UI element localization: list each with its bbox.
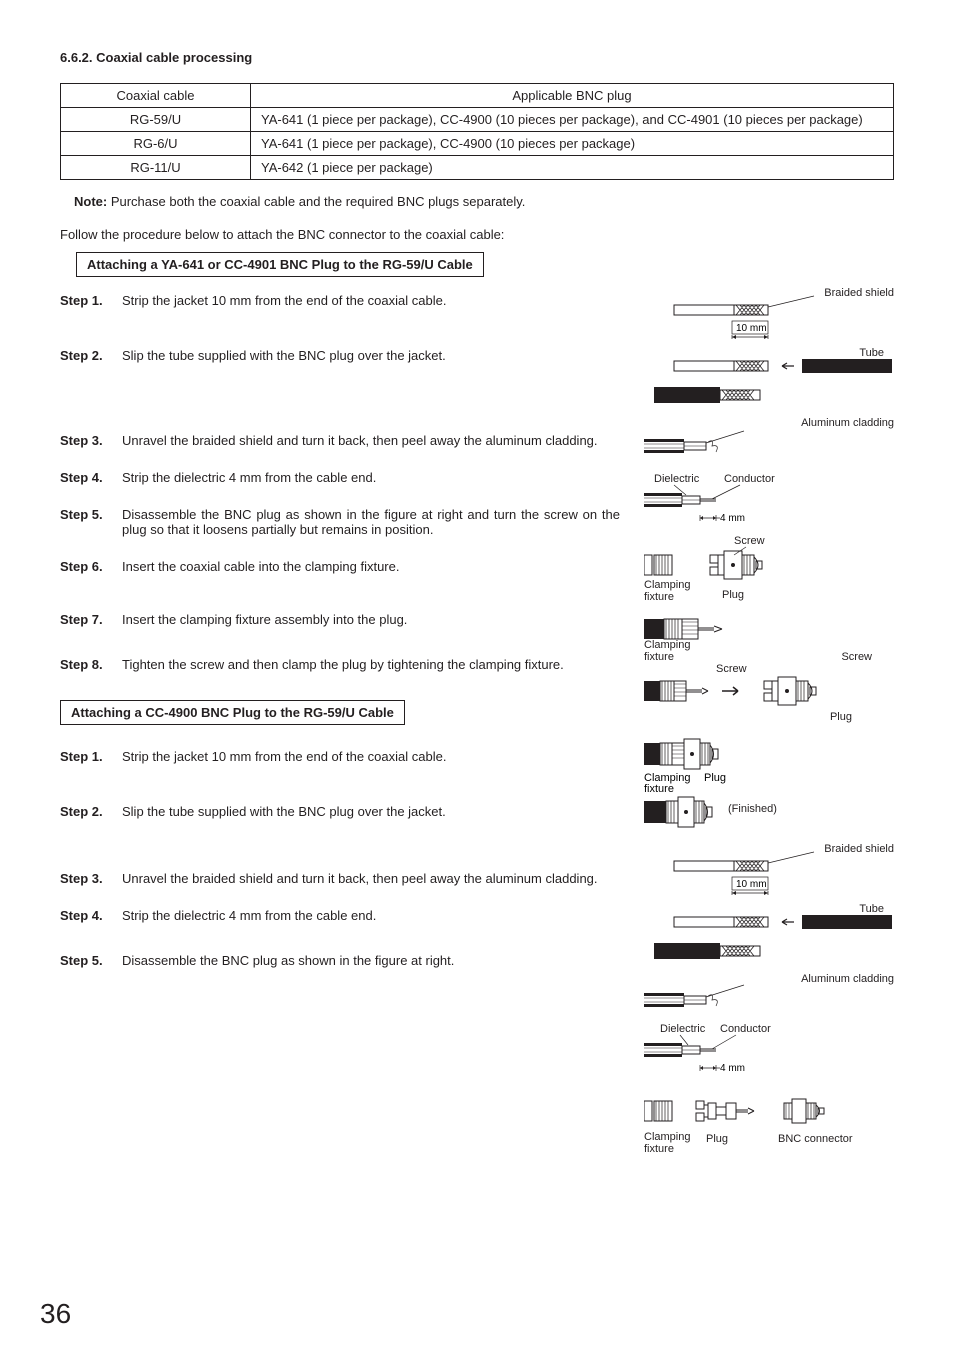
figure-step4: Dielectric Conductor 4 mm [644,477,894,533]
follow-text: Follow the procedure below to attach the… [60,227,894,242]
table-header: Coaxial cable [61,84,251,108]
table-row: RG-59/U YA-641 (1 piece per package), CC… [61,108,894,132]
figure-step7: Screw Plug [644,669,894,727]
step: Step 4.Strip the dielectric 4 mm from th… [60,908,620,923]
box-title-1: Attaching a YA-641 or CC-4901 BNC Plug t… [76,252,484,277]
figure-step5: Screw Clamping fixture Plug [644,541,894,601]
step: Step 5.Disassemble the BNC plug as shown… [60,953,620,968]
figure-p2-step5: Clamping fixture Plug BNC connector [644,1091,894,1161]
step: Step 1.Strip the jacket 10 mm from the e… [60,293,620,308]
step: Step 7.Insert the clamping fixture assem… [60,612,620,627]
svg-text:10 mm: 10 mm [736,879,767,890]
step: Step 8.Tighten the screw and then clamp … [60,657,620,672]
cable-table: Coaxial cable Applicable BNC plug RG-59/… [60,83,894,180]
step: Step 4.Strip the dielectric 4 mm from th… [60,470,620,485]
figure-p2-step1: Braided shield 10 mm [644,849,894,899]
table-header: Applicable BNC plug [251,84,894,108]
table-row: RG-11/U YA-642 (1 piece per package) [61,156,894,180]
figure-p2-step3: Aluminum cladding [644,977,894,1019]
table-row: RG-6/U YA-641 (1 piece per package), CC-… [61,132,894,156]
step: Step 2.Slip the tube supplied with the B… [60,348,620,363]
figure-step2: Tube [644,351,894,413]
step: Step 2.Slip the tube supplied with the B… [60,804,620,819]
box-title-2: Attaching a CC-4900 BNC Plug to the RG-5… [60,700,405,725]
step: Step 3.Unravel the braided shield and tu… [60,433,620,448]
note: Note: Purchase both the coaxial cable an… [74,194,894,209]
step: Step 5.Disassemble the BNC plug as shown… [60,507,620,537]
svg-text:Plug: Plug [704,772,726,784]
figure-step6: Clamping fixture Screw [644,609,894,657]
page-number: 36 [40,1298,71,1330]
step: Step 6.Insert the coaxial cable into the… [60,559,620,574]
svg-text:fixture: fixture [644,783,674,795]
section-title: 6.6.2. Coaxial cable processing [60,50,894,65]
step: Step 1.Strip the jacket 10 mm from the e… [60,749,620,764]
figures-column: Braided shield 10 mm Tube Aluminum cladd… [644,293,894,1169]
svg-text:4 mm: 4 mm [720,1063,745,1074]
figure-step8: ClampingfixturePlug (Finished) [644,735,894,841]
figure-p2-step2: Tube [644,907,894,969]
svg-text:10 mm: 10 mm [736,323,767,334]
step: Step 3.Unravel the braided shield and tu… [60,871,620,886]
figure-step1: Braided shield 10 mm [644,293,894,343]
figure-p2-step4: Dielectric Conductor 4 mm [644,1027,894,1083]
svg-text:4 mm: 4 mm [720,513,745,524]
steps-column-1: Step 1.Strip the jacket 10 mm from the e… [60,293,620,1169]
figure-step3: Aluminum cladding [644,421,894,469]
